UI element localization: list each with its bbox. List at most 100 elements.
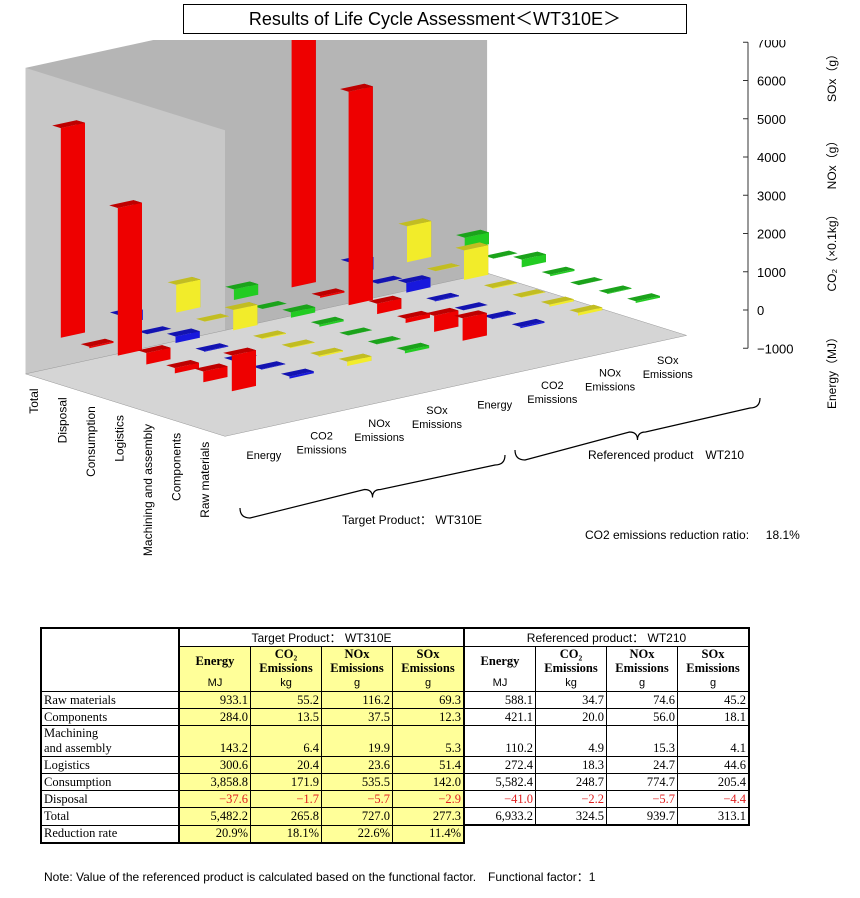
bar-top [598,285,632,294]
bar-front [406,277,431,293]
value-cell: 421.1 [463,708,536,726]
value-cell: 774.7 [606,773,678,791]
bar-ref-energy-disposal [311,288,345,298]
metric-label: Energy [246,450,281,462]
bar-front [520,321,545,329]
bar-front [493,253,518,259]
bar-target-co2-raw-materials [280,368,314,379]
bar-front [146,347,171,365]
bar-top [425,307,459,316]
bar-target-sox-raw-materials [396,342,430,354]
corner-cell [40,627,179,692]
table-row: Consumption 3,858.8 171.9 535.5 142.0 5,582.4… [40,773,750,791]
bar-top [454,302,488,311]
value-cell: 19.9 [321,725,393,757]
bar-target-sox-disposal [253,301,287,309]
bar-front [549,299,574,307]
bar-target-nox-consumption [224,302,258,331]
value-cell: 4.9 [535,725,607,757]
bar-front [462,313,487,341]
bar-top [310,347,343,356]
bar-ref-energy-raw-materials [454,310,487,341]
target-group-label: Target Product： WT310E [342,513,482,527]
bar-top [194,363,228,372]
column-header: CO₂ Emissions [535,646,607,675]
table-row: Logistics 300.6 20.4 23.6 51.4 272.4 18.3 24.7 4… [40,756,750,774]
bar-top [426,263,460,272]
table-row: Total 5,482.2 265.8 727.0 277.3 6,933.2 324.5 9… [40,807,750,826]
value-cell: 110.2 [463,725,536,757]
bar-front [289,371,314,379]
bar-top [397,310,430,319]
metric-label: Emissions [354,432,405,444]
bar-ref-energy-machining-and-assembly [397,310,430,323]
z-tick-label: 7000 [757,40,786,50]
bar-target-co2-components [252,361,286,370]
bar-top [282,304,316,313]
value-cell: 4.1 [677,725,750,757]
row-label: Reduction rate [40,824,179,844]
value-cell: 265.8 [250,807,322,825]
bar-target-energy-total [52,120,85,338]
referenced-product-brace [514,397,761,461]
lca-results-table: Target Product： WT310E Referenced product… [40,627,750,844]
bar-top [338,353,372,362]
bar-front [290,342,315,349]
bar-front [550,269,575,277]
column-unit: MJ [463,675,536,692]
bar-front [60,122,85,338]
bar-top [225,281,259,290]
bar-front [405,313,430,323]
bar-ref-nox-raw-materials [569,304,603,316]
bar-ref-sox-disposal [484,250,518,259]
value-cell: 20.4 [250,756,322,774]
bar-front [407,221,432,263]
metric-label: Emissions [296,444,347,456]
column-unit: kg [250,675,322,692]
bar-front [176,279,201,313]
value-cell: 45.2 [677,691,750,709]
stage-label: Components [169,433,183,501]
bar-front [434,310,459,332]
co2-reduction-value: 18.1% [765,528,800,542]
bar-target-nox-total [167,276,201,313]
bar-front [492,282,517,289]
bar-front [347,356,372,366]
bar-front [578,307,603,316]
row-label: Machining and assembly [40,725,179,757]
metric-label: CO2 [310,430,333,442]
value-cell: 272.4 [463,756,536,774]
bar-top [310,316,344,325]
value-cell: 116.2 [321,691,393,709]
bar-front [262,303,287,309]
bar-ref-energy-logistics [368,295,402,315]
bar-front [464,245,489,280]
bar-target-energy-raw-materials [223,347,256,392]
bar-front [204,316,229,322]
bar-ref-nox-consumption [455,242,489,280]
bar-top [166,360,199,368]
axis-unit-label: SOx（g） [825,48,839,102]
value-cell: −2.2 [535,790,607,808]
metric-label: NOx [368,418,391,430]
bar-top [109,200,142,208]
bar-ref-sox-consumption [513,251,546,268]
axis-unit-label: NOx（g） [825,135,839,190]
table-row: Machining and assembly 143.2 6.4 19.9 5.3 110.… [40,725,750,757]
value-cell: 277.3 [392,807,464,825]
bar-top [253,330,286,339]
bar-front [175,331,200,343]
bar-front [319,319,344,327]
bar-front [521,254,546,268]
metric-label: Emissions [412,419,463,431]
column-header: NOx Emissions [321,646,393,675]
footnote: Note: Value of the referenced product is… [44,870,596,884]
bar-top [511,318,545,327]
table-row: Disposal −37.6 −1.7 −5.7 −2.9 −41.0 −2.2 −5.7 −4… [40,790,750,808]
bar-ref-sox-raw-materials [627,293,660,303]
z-tick-label: 0 [757,303,764,318]
value-cell: 69.3 [392,691,464,709]
bar-front [174,362,199,374]
metric-label: Emissions [585,381,636,393]
bar-target-energy-logistics [137,345,171,365]
